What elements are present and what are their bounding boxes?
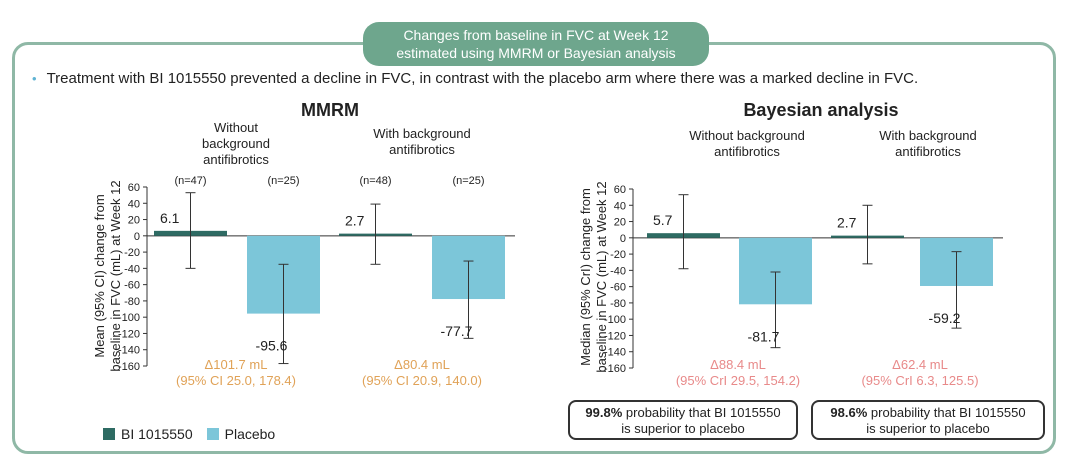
chart1-group-label: With background <box>373 126 471 141</box>
chart1-ytick-label: -140 <box>118 345 140 357</box>
chart2-ytick-label: 0 <box>620 233 626 245</box>
chart2-ytick-label: -20 <box>610 249 626 261</box>
summary-text: Treatment with BI 1015550 prevented a de… <box>46 70 919 87</box>
header-line-2: estimated using MMRM or Bayesian analysi… <box>396 45 676 61</box>
chart1-delta-label: Δ101.7 mL <box>205 357 268 372</box>
chart2-ytick-label: 60 <box>614 184 626 196</box>
chart2-data-label: -59.2 <box>929 310 961 326</box>
chart1-n-label: (n=25) <box>452 175 484 187</box>
chart1-ylabel-line: baseline in FVC (mL) at Week 12 <box>108 180 123 371</box>
chart1-ytick-label: 60 <box>128 182 140 194</box>
bullet-icon: • <box>32 71 37 86</box>
summary-bullet: • Treatment with BI 1015550 prevented a d… <box>32 70 918 87</box>
chart2-delta-label: (95% CrI 29.5, 154.2) <box>676 373 800 388</box>
chart2-data-label: -81.7 <box>748 328 780 344</box>
chart2-ytick-label: 20 <box>614 217 626 229</box>
probability-box-2: 98.6% probability that BI 1015550 is sup… <box>811 400 1045 440</box>
chart1-ytick-label: -40 <box>124 263 140 275</box>
chart2-ytick-label: -80 <box>610 298 626 310</box>
chart1-group-label: antifibrotics <box>203 152 269 167</box>
chart2-ylabel-line: Median (95% CrI) change from <box>578 188 593 366</box>
chart1-group-label: Without <box>214 120 258 135</box>
chart1-ytick-label: -100 <box>118 312 140 324</box>
chart2-ytick-label: -140 <box>604 347 626 359</box>
chart2-data-label: 2.7 <box>837 215 857 231</box>
chart2-delta-label: Δ88.4 mL <box>710 357 766 372</box>
chart1-title: MMRM <box>301 100 359 120</box>
chart1-ytick-label: -80 <box>124 296 140 308</box>
probability-text-2a: probability that BI 1015550 <box>867 405 1026 420</box>
chart1-ytick-label: 20 <box>128 215 140 227</box>
legend-item-placebo: Placebo <box>206 426 276 442</box>
chart1-ytick-label: 0 <box>134 231 140 243</box>
chart1-group-label: background <box>202 136 270 151</box>
legend: BI 1015550 Placebo <box>103 426 289 442</box>
legend-swatch-placebo <box>206 428 219 440</box>
chart1-ytick-label: 40 <box>128 198 140 210</box>
chart1-delta-label: Δ80.4 mL <box>394 357 450 372</box>
chart2-ylabel-line: baseline in FVC (mL) at Week 12 <box>594 181 609 372</box>
chart1-ytick-label: -60 <box>124 280 140 292</box>
chart2-group-label: With background <box>879 128 977 143</box>
legend-label-placebo: Placebo <box>224 426 276 442</box>
header-banner: Changes from baseline in FVC at Week 12 … <box>363 22 709 66</box>
chart1-n-label: (n=47) <box>174 175 206 187</box>
legend-swatch-bi <box>103 428 115 440</box>
chart1-data-label: 6.1 <box>160 210 180 226</box>
probability-text-1b: is superior to placebo <box>621 421 745 436</box>
chart2-delta-label: Δ62.4 mL <box>892 357 948 372</box>
probability-text-2b: is superior to placebo <box>866 421 990 436</box>
chart2-group-label: Without background <box>689 128 805 143</box>
chart1-data-label: -77.7 <box>441 323 473 339</box>
chart2-group-label: antifibrotics <box>714 144 780 159</box>
probability-pct-1: 99.8% <box>585 405 623 420</box>
chart1-delta-label: (95% CI 20.9, 140.0) <box>362 373 482 388</box>
chart1-ylabel-line: Mean (95% CI) change from <box>92 194 107 357</box>
chart2-ytick-label: -100 <box>604 314 626 326</box>
header-line-1: Changes from baseline in FVC at Week 12 <box>403 27 669 43</box>
probability-text-1a: probability that BI 1015550 <box>622 405 781 420</box>
chart2-ytick-label: -160 <box>604 363 626 375</box>
chart2-ytick-label: -40 <box>610 265 626 277</box>
chart1-delta-label: (95% CI 25.0, 178.4) <box>176 373 296 388</box>
chart1-n-label: (n=25) <box>267 175 299 187</box>
chart2-ytick-label: 40 <box>614 200 626 212</box>
chart2-ytick-label: -60 <box>610 282 626 294</box>
chart1-group-label: antifibrotics <box>389 142 455 157</box>
chart2-title: Bayesian analysis <box>743 100 898 120</box>
legend-label-bi: BI 1015550 <box>121 426 193 442</box>
probability-box-1: 99.8% probability that BI 1015550 is sup… <box>568 400 798 440</box>
chart1-data-label: -95.6 <box>256 338 288 354</box>
chart1-ytick-label: -20 <box>124 247 140 259</box>
chart1-ytick-label: -120 <box>118 328 140 340</box>
chart2-data-label: 5.7 <box>653 212 673 228</box>
chart2-group-label: antifibrotics <box>895 144 961 159</box>
chart1-ytick-label: -160 <box>118 361 140 373</box>
chart2-ytick-label: -120 <box>604 330 626 342</box>
probability-pct-2: 98.6% <box>830 405 868 420</box>
chart2-delta-label: (95% CrI 6.3, 125.5) <box>861 373 978 388</box>
chart1-data-label: 2.7 <box>345 213 365 229</box>
chart1-n-label: (n=48) <box>359 175 391 187</box>
legend-item-bi: BI 1015550 <box>103 426 193 442</box>
